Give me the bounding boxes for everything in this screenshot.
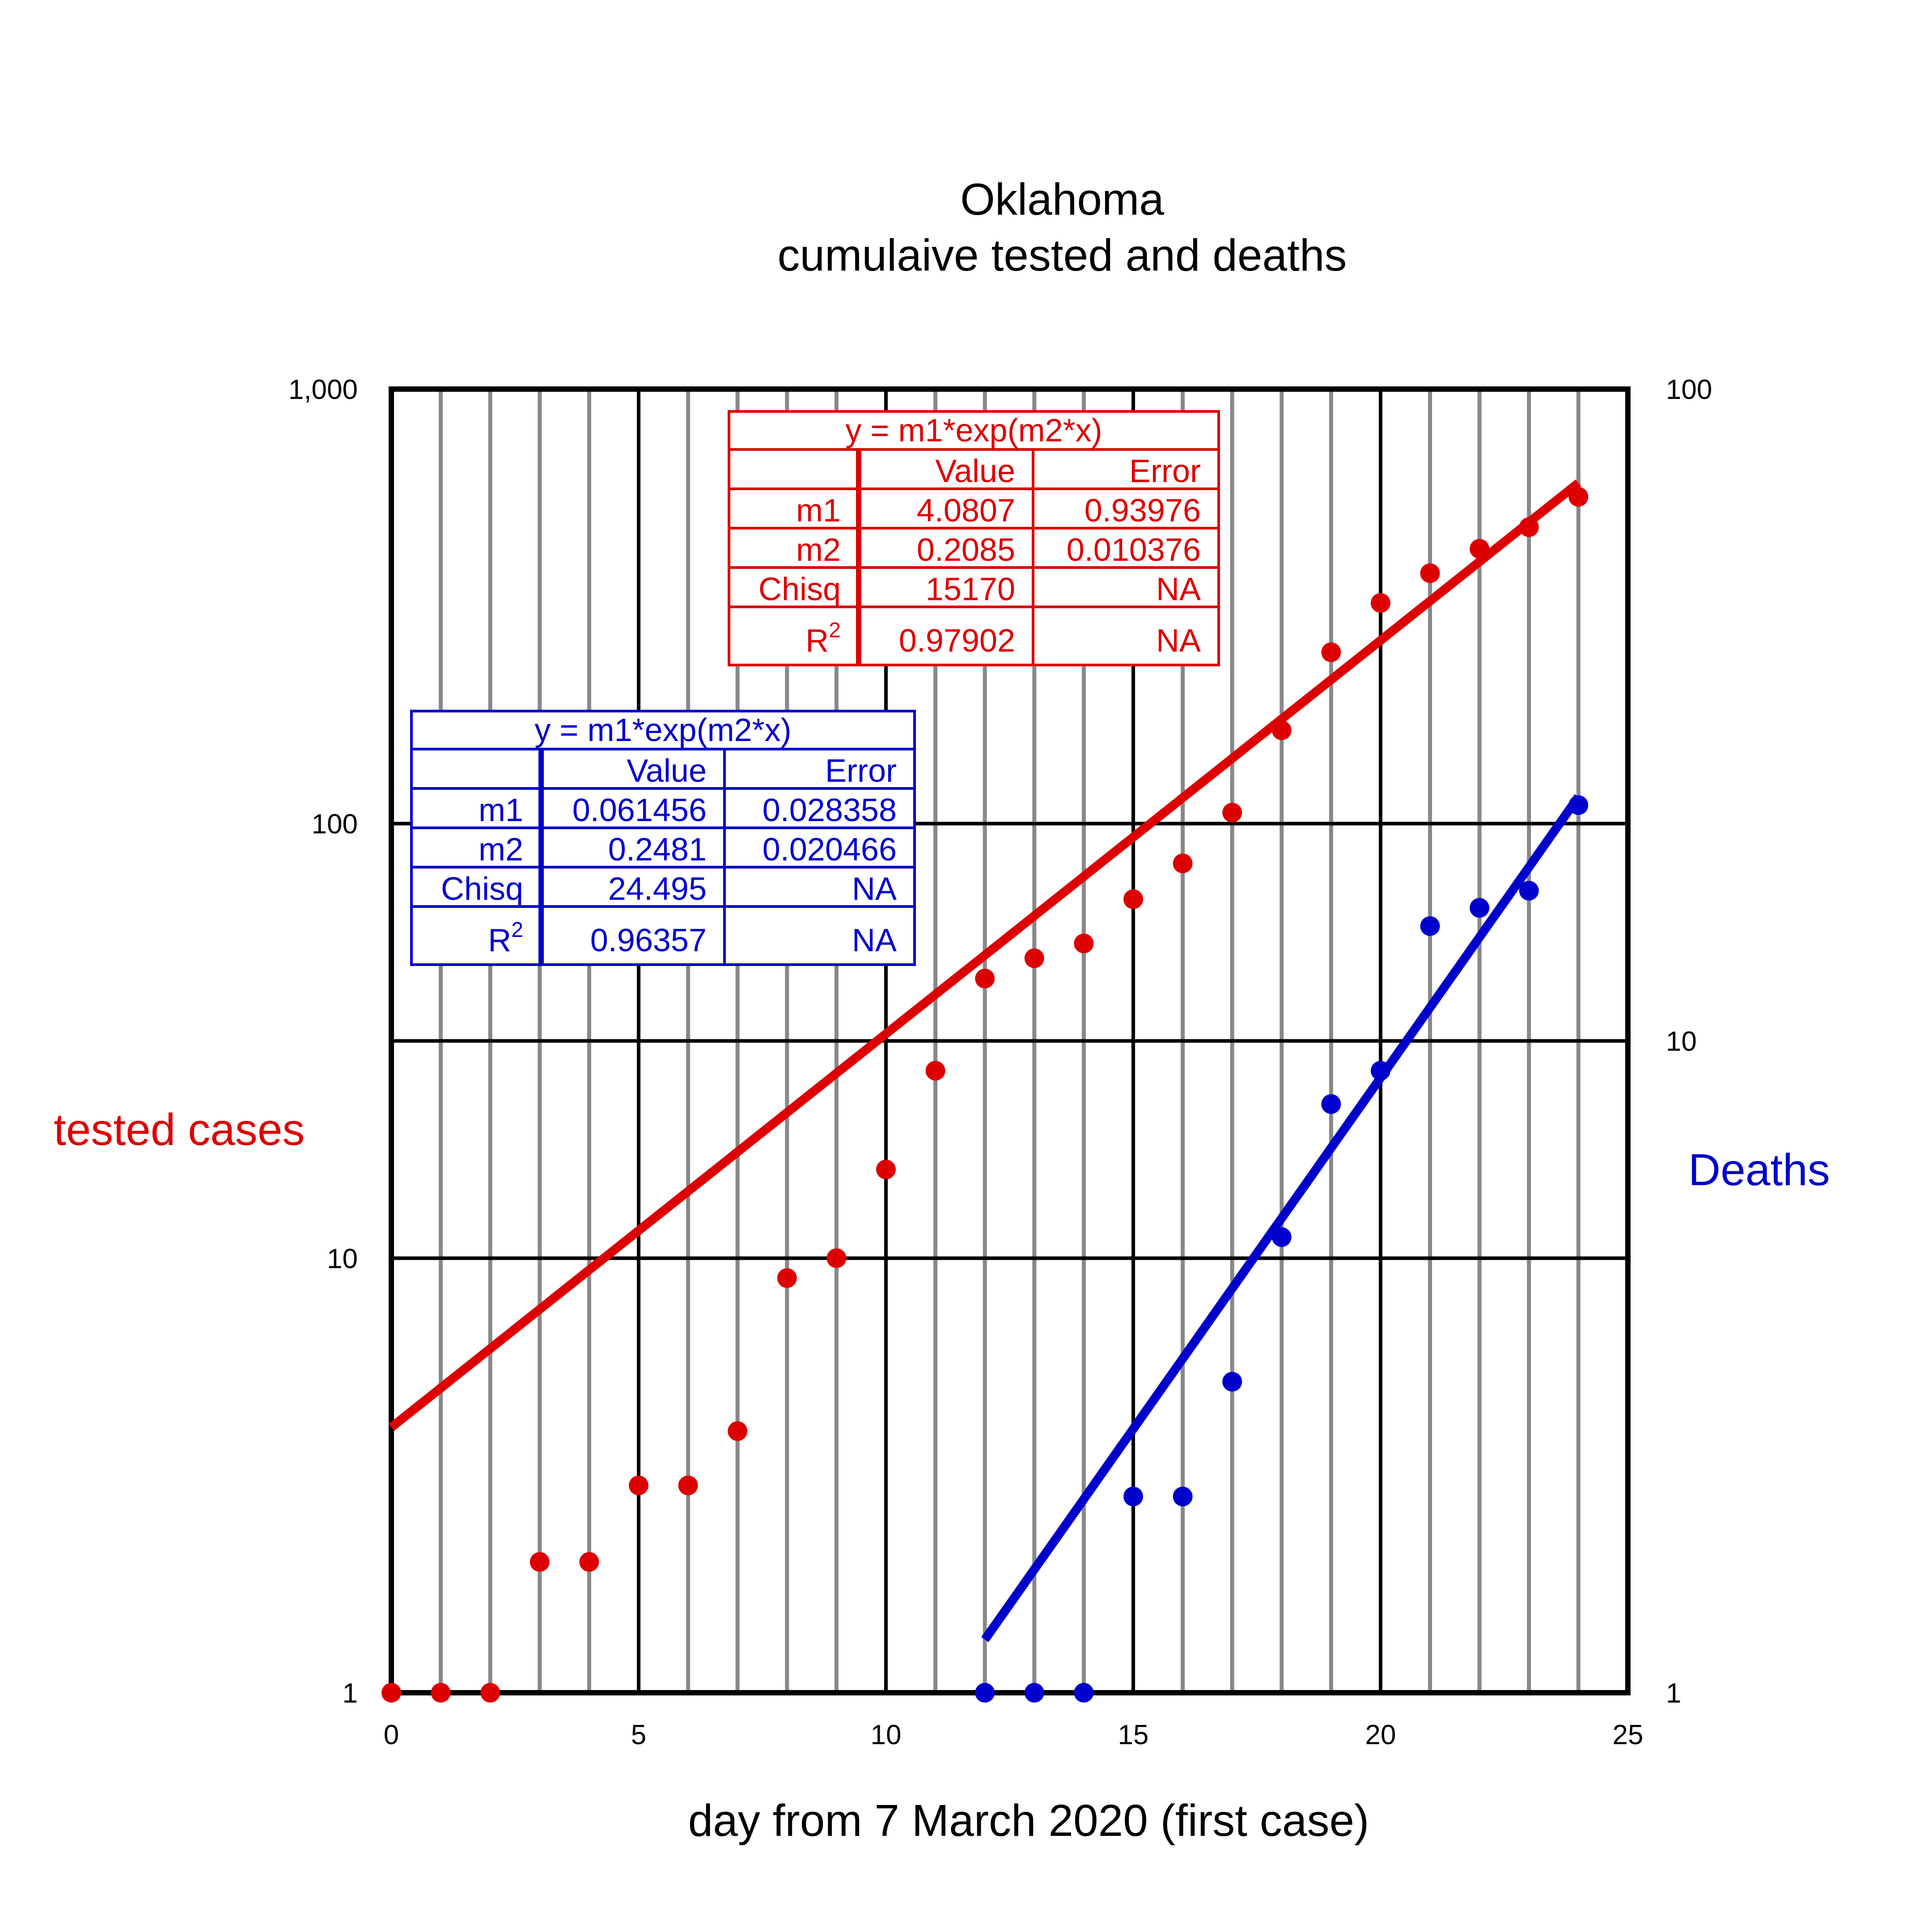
data-point-left xyxy=(480,1683,500,1703)
fit-lines xyxy=(388,479,1582,1642)
data-point-left xyxy=(1271,720,1292,740)
fit-line-right xyxy=(981,794,1582,1642)
fit-table-cell: 0.010376 xyxy=(1067,532,1201,568)
data-point-left xyxy=(381,1683,401,1703)
fit-table-frame xyxy=(410,710,916,966)
fit-table-tested: y = m1*exp(m2*x) Value Error m1 4.0807 0.9397… xyxy=(728,410,1220,666)
r-squared-superscript: 2 xyxy=(511,918,523,942)
y-left-tick-label: 1,000 xyxy=(288,374,358,405)
data-point-left xyxy=(1173,853,1193,873)
data-point-left xyxy=(1470,539,1490,559)
fit-table-cell: 24.495 xyxy=(608,871,707,907)
data-point-left xyxy=(1074,933,1094,953)
data-point-left xyxy=(975,969,995,989)
x-tick-label: 10 xyxy=(871,1720,902,1750)
data-point-left xyxy=(629,1475,648,1496)
x-tick-label: 0 xyxy=(384,1720,399,1750)
data-point-left xyxy=(1321,642,1341,662)
data-point-left xyxy=(678,1475,698,1496)
fit-table-cell: NA xyxy=(852,871,897,907)
chart-subtitle: cumulaive tested and deaths xyxy=(777,230,1347,280)
data-point-left xyxy=(777,1268,797,1288)
fit-line-left xyxy=(388,479,1581,1431)
y-right-tick-label: 100 xyxy=(1666,374,1712,405)
fit-table-cell: 4.0807 xyxy=(917,493,1015,529)
data-point-right xyxy=(975,1683,995,1703)
data-point-left xyxy=(728,1421,748,1441)
data-point-right xyxy=(1271,1227,1292,1247)
data-point-right xyxy=(1024,1683,1044,1703)
y-left-tick-label: 100 xyxy=(312,809,358,840)
data-point-left xyxy=(1024,948,1044,968)
fit-table-cell: 0.061456 xyxy=(572,792,707,828)
x-tick-label: 25 xyxy=(1613,1720,1644,1750)
data-point-left xyxy=(1123,889,1143,909)
fit-table-cell: m1 xyxy=(796,493,841,529)
fit-table-frame xyxy=(728,410,1220,666)
data-point-right xyxy=(1321,1094,1341,1114)
x-axis-label: day from 7 March 2020 (first case) xyxy=(688,1796,1369,1846)
fit-table-cell: NA xyxy=(852,923,897,958)
fit-table-cell: 0.028358 xyxy=(763,792,897,828)
fit-table-cell: m2 xyxy=(796,532,841,568)
y-left-tick-label: 10 xyxy=(327,1243,358,1274)
fit-table-cell: 0.93976 xyxy=(1085,493,1201,529)
fit-tables: y = m1*exp(m2*x) Value Error m1 4.0807 0.9397… xyxy=(410,410,1220,966)
y-left-tick-label: 1 xyxy=(343,1678,358,1709)
data-point-right xyxy=(1519,881,1539,901)
fit-table-cell: NA xyxy=(1156,572,1201,607)
plot-frame xyxy=(389,386,1631,1695)
fit-table-header: Value xyxy=(627,753,707,789)
data-points xyxy=(381,487,1589,1703)
x-tick-label: 15 xyxy=(1118,1720,1149,1750)
fit-table-cell: m1 xyxy=(479,792,523,828)
fit-table-cell: 0.97902 xyxy=(899,623,1015,659)
data-point-left xyxy=(925,1061,945,1081)
fit-table-cell: 0.2085 xyxy=(917,532,1015,568)
data-point-left xyxy=(1519,517,1539,537)
fit-table-cell: Chisq xyxy=(758,572,841,607)
tick-labels: 0 5 10 15 20 25 1 10 100 1,000 1 10 100 xyxy=(288,374,1712,1750)
fit-table-cell: NA xyxy=(1156,623,1201,659)
data-point-right xyxy=(1371,1061,1390,1081)
fit-table-cell: 15170 xyxy=(926,572,1015,607)
fit-table-title: y = m1*exp(m2*x) xyxy=(534,712,791,748)
data-point-left xyxy=(1568,487,1589,507)
chart-title: Oklahoma xyxy=(960,174,1164,225)
data-point-left xyxy=(1371,593,1390,613)
fit-table-cell: m2 xyxy=(479,832,523,868)
y-axis-label-right: Deaths xyxy=(1688,1145,1830,1195)
data-point-left xyxy=(530,1552,550,1572)
fit-table-deaths: y = m1*exp(m2*x) Value Error m1 0.061456 0.02… xyxy=(410,710,916,966)
data-point-right xyxy=(1420,916,1440,936)
fit-table-cell: 0.96357 xyxy=(590,923,707,958)
fit-table-cell: Chisq xyxy=(441,871,523,907)
data-point-right xyxy=(1470,898,1490,918)
fit-table-cell: 0.020466 xyxy=(763,832,897,868)
data-point-right xyxy=(1222,1372,1242,1392)
fit-table-header: Error xyxy=(1129,453,1201,489)
data-point-left xyxy=(826,1248,847,1268)
data-point-right xyxy=(1173,1487,1193,1507)
data-point-left xyxy=(579,1552,599,1572)
data-point-right xyxy=(1568,795,1589,815)
data-point-right xyxy=(1123,1487,1143,1507)
fit-table-cell: 0.2481 xyxy=(608,832,707,868)
data-point-left xyxy=(431,1683,451,1703)
y-right-tick-label: 10 xyxy=(1666,1026,1697,1057)
x-tick-label: 5 xyxy=(631,1720,646,1750)
fit-table-title: y = m1*exp(m2*x) xyxy=(845,413,1102,449)
data-point-right xyxy=(1074,1683,1094,1703)
fit-table-header: Value xyxy=(935,453,1015,489)
y-right-tick-label: 1 xyxy=(1666,1678,1681,1709)
data-point-left xyxy=(876,1159,896,1179)
fit-table-header: Error xyxy=(825,753,897,789)
data-point-left xyxy=(1420,563,1440,583)
r-squared-superscript: 2 xyxy=(829,619,841,642)
y-axis-label-left: tested cases xyxy=(54,1105,305,1155)
data-point-left xyxy=(1222,803,1242,823)
x-tick-label: 20 xyxy=(1365,1720,1396,1750)
